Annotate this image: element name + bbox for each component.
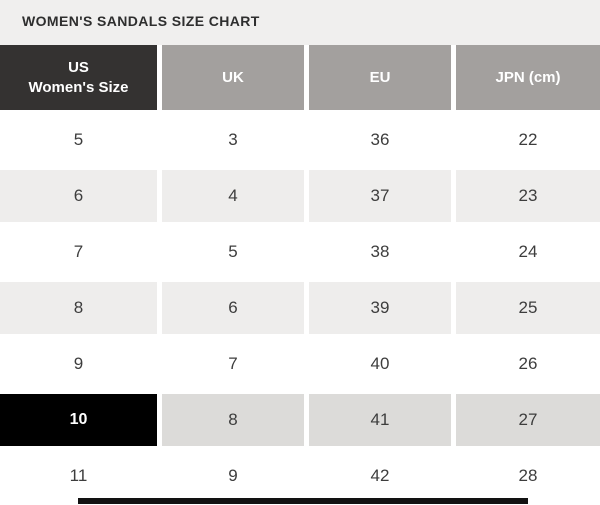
cell-jpn-size[interactable]: 23: [456, 170, 600, 222]
cell-eu-size[interactable]: 42: [309, 450, 451, 502]
cell-eu-size[interactable]: 38: [309, 226, 451, 278]
header-eu: EU: [309, 45, 451, 110]
cell-jpn-size[interactable]: 27: [456, 394, 600, 446]
cell-us-size[interactable]: 9: [0, 338, 157, 390]
cell-eu-size[interactable]: 41: [309, 394, 451, 446]
cell-us-size[interactable]: 11: [0, 450, 157, 502]
cell-eu-size[interactable]: 39: [309, 282, 451, 334]
cell-us-size[interactable]: 7: [0, 226, 157, 278]
cell-uk-size[interactable]: 9: [162, 450, 304, 502]
horizontal-scrollbar-thumb[interactable]: [78, 498, 528, 504]
cell-us-size[interactable]: 6: [0, 170, 157, 222]
cell-eu-size[interactable]: 40: [309, 338, 451, 390]
cell-jpn-size[interactable]: 22: [456, 114, 600, 166]
cell-uk-size[interactable]: 5: [162, 226, 304, 278]
cell-uk-size[interactable]: 7: [162, 338, 304, 390]
cell-uk-size[interactable]: 8: [162, 394, 304, 446]
cell-us-size[interactable]: 10: [0, 394, 157, 446]
page-title: WOMEN'S SANDALS SIZE CHART: [22, 12, 260, 29]
header-jpn-cm: JPN (cm): [456, 45, 600, 110]
header-uk: UK: [162, 45, 304, 110]
cell-eu-size[interactable]: 37: [309, 170, 451, 222]
cell-us-size[interactable]: 8: [0, 282, 157, 334]
header-us-womens-size: US Women's Size: [0, 45, 157, 110]
cell-us-size[interactable]: 5: [0, 114, 157, 166]
cell-jpn-size[interactable]: 28: [456, 450, 600, 502]
cell-jpn-size[interactable]: 24: [456, 226, 600, 278]
cell-jpn-size[interactable]: 26: [456, 338, 600, 390]
title-band: WOMEN'S SANDALS SIZE CHART: [0, 0, 600, 45]
size-chart-table: US Women's Size UK EU JPN (cm) 5 3 36 22…: [0, 45, 600, 502]
cell-jpn-size[interactable]: 25: [456, 282, 600, 334]
cell-eu-size[interactable]: 36: [309, 114, 451, 166]
cell-uk-size[interactable]: 3: [162, 114, 304, 166]
cell-uk-size[interactable]: 6: [162, 282, 304, 334]
cell-uk-size[interactable]: 4: [162, 170, 304, 222]
